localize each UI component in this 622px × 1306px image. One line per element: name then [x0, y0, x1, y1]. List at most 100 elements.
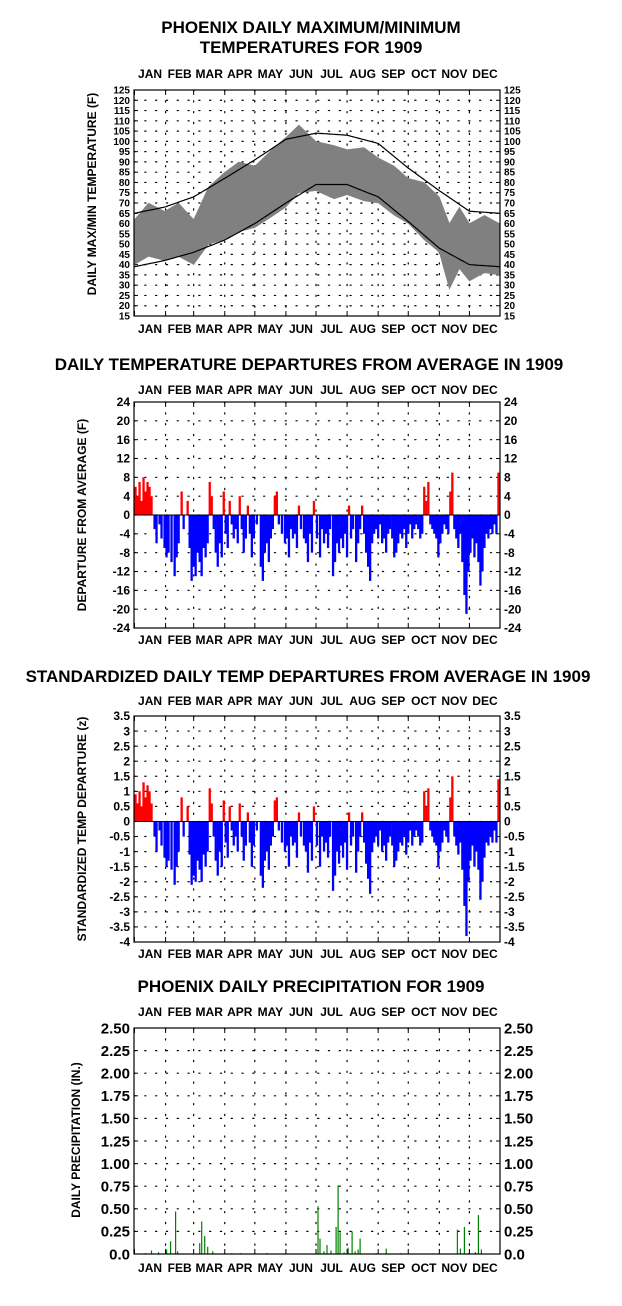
y-tick-label-right: 45	[504, 250, 516, 261]
x-tick-label-bottom: JUL	[320, 947, 343, 961]
departure-bar	[198, 821, 201, 870]
x-tick-label-bottom: DEC	[472, 322, 498, 336]
departure-bar	[291, 515, 295, 539]
y-tick-label-left: -2.5	[109, 890, 130, 904]
departure-bar	[180, 797, 183, 822]
y-tick-label-right: -1	[504, 845, 515, 859]
x-tick-label-top: MAY	[258, 694, 284, 708]
departure-bar	[433, 821, 436, 843]
y-tick-label-right: -8	[504, 546, 515, 560]
departure-bar	[467, 515, 470, 572]
departure-bar	[469, 821, 472, 861]
departure-bar	[477, 515, 480, 563]
x-tick-label-bottom: MAR	[196, 1261, 224, 1275]
departure-bar	[491, 515, 494, 534]
y-tick-label-left: 55	[119, 229, 131, 240]
departure-bar	[369, 515, 372, 581]
x-tick-label-top: SEP	[381, 67, 405, 81]
departure-bar	[333, 515, 337, 563]
departure-bar	[163, 515, 166, 548]
departure-bar	[226, 821, 229, 858]
plot-border	[133, 1027, 501, 1255]
x-tick-label-top: JAN	[138, 67, 162, 81]
departure-bar	[304, 821, 308, 852]
y-tick-label-right: 1	[504, 785, 511, 799]
departure-bar	[455, 515, 458, 539]
x-tick-label-bottom: JAN	[138, 322, 162, 336]
departure-bar	[489, 515, 492, 530]
departure-bar	[465, 821, 468, 936]
x-tick-label-top: NOV	[441, 383, 467, 397]
x-tick-label-top: MAR	[196, 67, 224, 81]
departure-bar	[320, 515, 324, 530]
x-tick-label-top: AUG	[349, 67, 376, 81]
departure-bar	[167, 515, 170, 553]
departure-bar	[177, 821, 180, 852]
departure-bar	[269, 821, 272, 846]
departure-bar	[439, 821, 442, 852]
departure-bar	[265, 821, 268, 852]
departure-bar	[295, 515, 299, 548]
departure-bar	[371, 515, 374, 544]
y-tick-label-left: 80	[119, 178, 131, 189]
departure-bar	[387, 821, 390, 843]
departure-bar	[155, 515, 158, 544]
departure-bar	[302, 821, 306, 846]
x-tick-label-bottom: MAY	[258, 633, 284, 647]
x-tick-label-top: JAN	[138, 694, 162, 708]
y-tick-label-left: 24	[117, 395, 131, 409]
x-tick-label-bottom: JAN	[138, 947, 162, 961]
departure-bar	[395, 515, 398, 553]
departure-bar	[335, 821, 339, 852]
departure-bar	[244, 821, 247, 846]
departure-bar	[138, 791, 141, 822]
departure-bar	[425, 500, 428, 515]
x-tick-label-bottom: OCT	[411, 947, 437, 961]
departure-bar	[261, 515, 264, 581]
departure-bar	[337, 821, 341, 864]
departure-bar	[326, 821, 330, 858]
x-tick-label-bottom: OCT	[411, 322, 437, 336]
departure-bar	[391, 821, 394, 846]
departure-bar	[407, 515, 410, 534]
y-tick-label-right: 40	[504, 260, 516, 271]
departure-bar	[485, 515, 488, 534]
y-tick-label-right: 4	[504, 489, 511, 503]
y-tick-label-right: 0.0	[504, 1246, 525, 1263]
departure-bar	[177, 515, 180, 544]
y-tick-label-left: 1.75	[101, 1088, 130, 1105]
departure-bar	[369, 821, 372, 894]
y-tick-label-left: 20	[119, 301, 131, 312]
x-tick-label-bottom: SEP	[381, 1261, 405, 1275]
departure-bar	[479, 821, 482, 900]
departure-bar	[218, 821, 221, 852]
y-tick-label-left: -1	[119, 845, 130, 859]
x-tick-label-top: JUL	[320, 383, 343, 397]
y-tick-label-right: 24	[504, 395, 518, 409]
x-tick-label-bottom: MAR	[196, 947, 224, 961]
departure-bar	[403, 515, 406, 530]
departure-bar	[455, 821, 458, 846]
departure-bar	[433, 515, 436, 534]
departure-bar	[481, 821, 484, 882]
y-tick-label-right: 120	[504, 96, 521, 107]
departure-bar	[461, 821, 464, 870]
departure-bar	[383, 515, 386, 539]
departure-bar	[192, 821, 195, 876]
departure-bar	[417, 821, 420, 837]
y-tick-label-right: 0.75	[504, 1178, 533, 1195]
departure-bar	[447, 821, 450, 843]
y-tick-label-right: 2.50	[504, 1020, 533, 1037]
y-tick-label-right: 70	[504, 199, 516, 210]
y-tick-label-right: 1.50	[504, 1111, 533, 1128]
departure-bar	[295, 821, 299, 858]
departure-bar	[489, 821, 492, 837]
departure-bar	[142, 477, 145, 515]
departure-bar	[310, 821, 314, 861]
departure-bar	[429, 821, 432, 831]
x-tick-label-bottom: DEC	[472, 1261, 498, 1275]
departure-bar	[315, 515, 319, 539]
y-tick-label-right: -4	[504, 935, 515, 949]
departure-bar	[485, 821, 488, 843]
x-tick-label-bottom: AUG	[349, 947, 376, 961]
